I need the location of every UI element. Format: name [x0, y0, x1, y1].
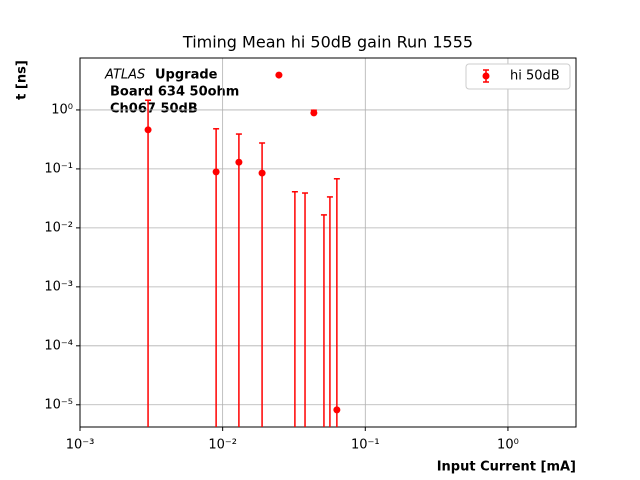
- data-point: [212, 168, 220, 176]
- annotation: ATLAS: [104, 68, 145, 83]
- x-tick-label: 10⁰: [497, 438, 519, 453]
- legend-box: [465, 63, 571, 90]
- annotation: Ch067 50dB: [110, 102, 198, 117]
- legend-label: hi 50dB: [510, 69, 560, 84]
- x-tick-label: 10⁻³: [66, 438, 95, 453]
- data-point: [275, 71, 283, 79]
- data-point: [310, 109, 318, 117]
- x-tick-label: 10⁻¹: [351, 438, 380, 453]
- x-axis-label: Input Current [mA]: [437, 460, 576, 475]
- y-tick-label: 10⁰: [51, 102, 73, 117]
- chart-title: Timing Mean hi 50dB gain Run 1555: [182, 33, 473, 52]
- y-tick-label: 10⁻³: [44, 279, 73, 294]
- annotation: Upgrade: [155, 68, 218, 83]
- legend-marker: [482, 72, 490, 80]
- y-tick-label: 10⁻⁴: [44, 338, 73, 353]
- y-tick-label: 10⁻²: [44, 220, 73, 235]
- annotation: Board 634 50ohm: [110, 85, 239, 100]
- data-point: [235, 158, 243, 166]
- plot-frame: [79, 57, 577, 428]
- data-point: [144, 126, 152, 134]
- data-point: [258, 169, 266, 177]
- y-tick-label: 10⁻⁵: [44, 397, 73, 412]
- y-tick-label: 10⁻¹: [44, 161, 73, 176]
- x-tick-label: 10⁻²: [208, 438, 237, 453]
- data-point: [333, 406, 341, 414]
- y-axis-label: t [ns]: [15, 60, 30, 100]
